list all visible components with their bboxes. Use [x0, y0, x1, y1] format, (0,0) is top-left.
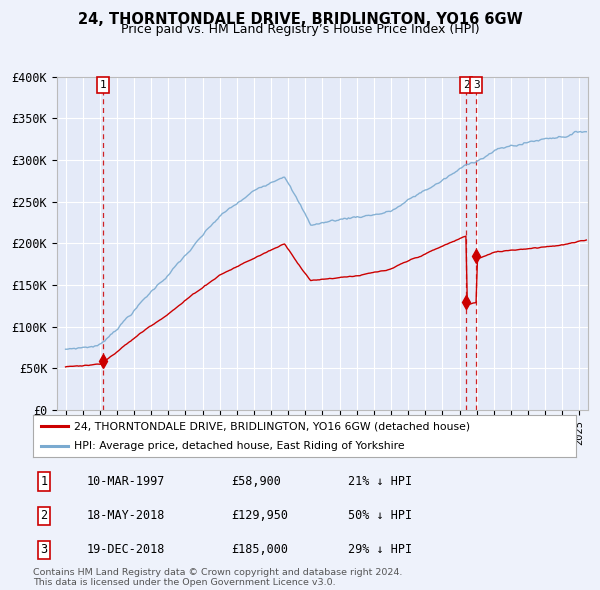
Text: 29% ↓ HPI: 29% ↓ HPI: [348, 543, 412, 556]
Text: £129,950: £129,950: [231, 509, 288, 522]
Text: 10-MAR-1997: 10-MAR-1997: [87, 475, 166, 488]
Text: £185,000: £185,000: [231, 543, 288, 556]
Text: 3: 3: [473, 80, 479, 90]
Text: 2: 2: [463, 80, 469, 90]
Text: HPI: Average price, detached house, East Riding of Yorkshire: HPI: Average price, detached house, East…: [74, 441, 404, 451]
Text: 2: 2: [40, 509, 47, 522]
Text: 24, THORNTONDALE DRIVE, BRIDLINGTON, YO16 6GW (detached house): 24, THORNTONDALE DRIVE, BRIDLINGTON, YO1…: [74, 421, 470, 431]
Text: Price paid vs. HM Land Registry’s House Price Index (HPI): Price paid vs. HM Land Registry’s House …: [121, 23, 479, 36]
Text: 18-MAY-2018: 18-MAY-2018: [87, 509, 166, 522]
Text: 19-DEC-2018: 19-DEC-2018: [87, 543, 166, 556]
Text: 1: 1: [40, 475, 47, 488]
Text: 21% ↓ HPI: 21% ↓ HPI: [348, 475, 412, 488]
Text: 50% ↓ HPI: 50% ↓ HPI: [348, 509, 412, 522]
Text: £58,900: £58,900: [231, 475, 281, 488]
Text: 24, THORNTONDALE DRIVE, BRIDLINGTON, YO16 6GW: 24, THORNTONDALE DRIVE, BRIDLINGTON, YO1…: [77, 12, 523, 27]
Text: Contains HM Land Registry data © Crown copyright and database right 2024.
This d: Contains HM Land Registry data © Crown c…: [33, 568, 403, 587]
Text: 3: 3: [40, 543, 47, 556]
Text: 1: 1: [100, 80, 106, 90]
